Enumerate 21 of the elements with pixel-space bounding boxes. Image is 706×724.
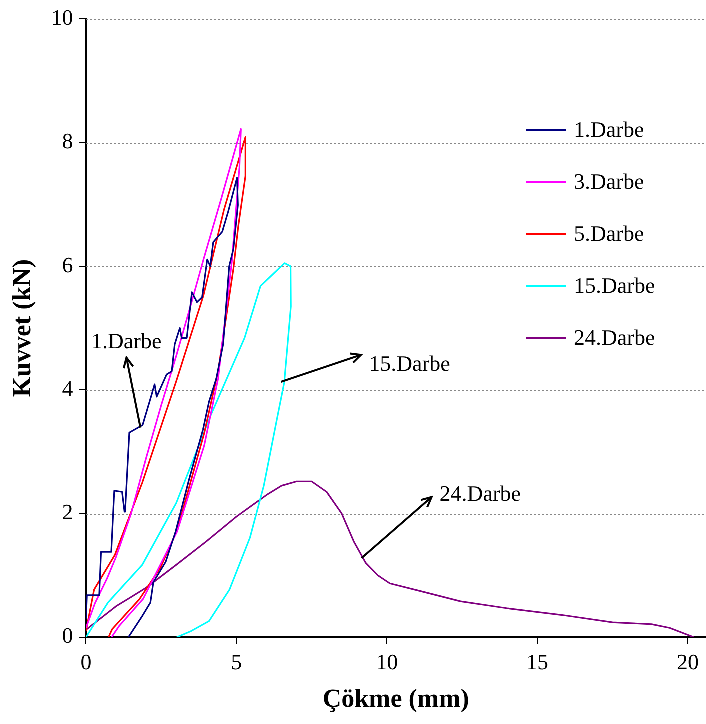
y-axis-title: Kuvvet (kN) (7, 259, 36, 398)
y-tick-label: 0 (62, 623, 74, 648)
legend-label: 15.Darbe (574, 272, 656, 298)
x-tick-label: 15 (526, 649, 549, 674)
x-axis-title: Çökme (mm) (322, 684, 470, 714)
annotation: 24.Darbe (440, 481, 522, 506)
y-tick-label: 8 (62, 128, 74, 154)
legend-label: 3.Darbe (574, 168, 644, 194)
x-tick-label: 5 (231, 649, 242, 674)
x-tick-label: 0 (80, 649, 92, 674)
y-tick-label: 4 (62, 376, 74, 401)
legend-label: 1.Darbe (574, 116, 644, 142)
x-tick-label: 10 (376, 649, 398, 674)
y-tick-label: 6 (62, 252, 74, 278)
x-tick-label: 20 (676, 649, 699, 674)
annotation: 1.Darbe (92, 328, 162, 354)
y-tick-label: 10 (51, 4, 74, 30)
y-tick-label: 2 (62, 500, 74, 525)
legend-label: 24.Darbe (574, 324, 656, 350)
legend-label: 5.Darbe (574, 220, 644, 246)
annotation: 15.Darbe (369, 350, 450, 376)
